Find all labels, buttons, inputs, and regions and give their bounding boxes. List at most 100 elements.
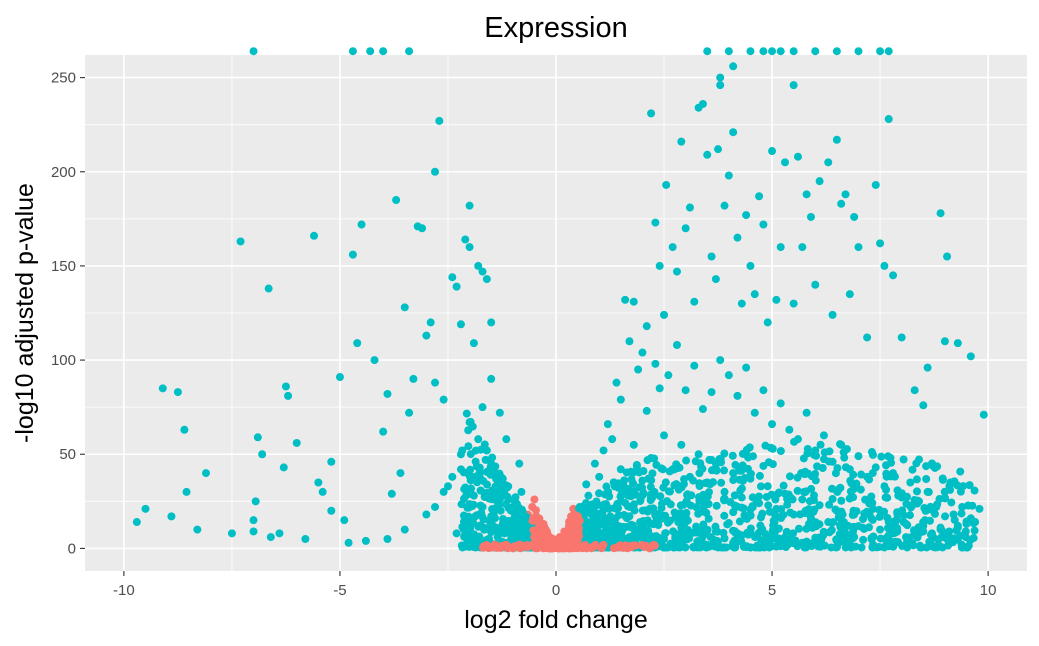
scatter-point xyxy=(494,487,503,496)
scatter-point xyxy=(845,290,854,299)
scatter-point xyxy=(495,542,504,551)
scatter-point xyxy=(314,478,323,487)
scatter-point xyxy=(803,444,812,453)
scatter-point xyxy=(348,47,357,56)
scatter-point xyxy=(357,220,366,229)
scatter-point xyxy=(742,211,751,220)
scatter-point xyxy=(770,509,779,518)
scatter-point xyxy=(666,500,675,509)
scatter-point xyxy=(735,475,744,484)
scatter-point xyxy=(601,514,610,523)
scatter-point xyxy=(671,532,680,541)
scatter-point xyxy=(418,224,427,233)
scatter-point xyxy=(966,536,975,545)
scatter-point xyxy=(841,543,850,552)
scatter-point xyxy=(698,507,707,516)
scatter-point xyxy=(703,150,712,159)
scatter-point xyxy=(698,99,707,108)
scatter-point xyxy=(731,460,740,469)
scatter-point xyxy=(926,530,935,539)
scatter-point xyxy=(909,526,918,535)
scatter-point xyxy=(474,435,483,444)
scatter-point xyxy=(614,483,623,492)
scatter-point xyxy=(692,503,701,512)
scatter-point xyxy=(827,543,836,552)
scatter-point xyxy=(720,511,729,520)
scatter-point xyxy=(344,538,353,547)
scatter-point xyxy=(739,504,748,513)
scatter-point xyxy=(956,531,965,540)
scatter-point xyxy=(521,519,530,528)
scatter-point xyxy=(919,401,928,410)
scatter-point xyxy=(629,297,638,306)
scatter-point xyxy=(836,440,845,449)
scatter-point xyxy=(435,116,444,125)
scatter-point xyxy=(938,475,947,484)
scatter-point xyxy=(811,280,820,289)
scatter-point xyxy=(837,199,846,208)
scatter-point xyxy=(502,435,511,444)
scatter-point xyxy=(561,543,570,552)
scatter-point xyxy=(348,250,357,259)
scatter-point xyxy=(774,524,783,533)
scatter-point xyxy=(249,527,258,536)
scatter-point xyxy=(764,458,773,467)
scatter-point xyxy=(884,452,893,461)
scatter-point xyxy=(965,481,974,490)
scatter-point xyxy=(868,469,877,478)
scatter-point xyxy=(670,465,679,474)
scatter-point xyxy=(816,542,825,551)
scatter-point xyxy=(706,532,715,541)
scatter-point xyxy=(514,511,523,520)
scatter-point xyxy=(683,535,692,544)
scatter-point xyxy=(786,508,795,517)
scatter-point xyxy=(902,492,911,501)
scatter-point xyxy=(880,261,889,270)
scatter-point xyxy=(236,237,245,246)
y-tick-label: 0 xyxy=(68,540,76,557)
scatter-point xyxy=(884,115,893,124)
scatter-point xyxy=(676,501,685,510)
y-tick-label: 50 xyxy=(59,446,76,463)
scatter-point xyxy=(695,479,704,488)
scatter-point xyxy=(616,465,625,474)
scatter-point xyxy=(783,500,792,509)
scatter-point xyxy=(683,490,692,499)
scatter-point xyxy=(776,47,785,56)
scatter-point xyxy=(595,489,604,498)
scatter-point xyxy=(934,535,943,544)
scatter-point xyxy=(764,501,773,510)
x-axis-ticks: -10 -5 0 5 10 xyxy=(113,571,996,599)
scatter-point xyxy=(763,482,772,491)
scatter-point xyxy=(596,529,605,538)
scatter-point xyxy=(638,348,647,357)
scatter-point xyxy=(720,466,729,475)
scatter-point xyxy=(495,524,504,533)
scatter-point xyxy=(681,511,690,520)
scatter-point xyxy=(141,504,150,513)
scatter-point xyxy=(604,504,613,513)
scatter-point xyxy=(884,47,893,56)
scatter-point xyxy=(700,529,709,538)
scatter-point xyxy=(924,488,933,497)
scatter-point xyxy=(810,505,819,514)
scatter-point xyxy=(495,408,504,417)
scatter-point xyxy=(806,511,815,520)
scatter-point xyxy=(685,203,694,212)
scatter-point xyxy=(906,478,915,487)
scatter-point xyxy=(906,503,915,512)
scatter-point xyxy=(431,167,440,176)
scatter-point xyxy=(569,504,578,513)
scatter-point xyxy=(802,190,811,199)
scatter-point xyxy=(251,497,260,506)
scatter-point xyxy=(281,382,290,391)
scatter-point xyxy=(876,239,885,248)
scatter-point xyxy=(621,498,630,507)
scatter-point xyxy=(501,481,510,490)
scatter-point xyxy=(249,516,258,525)
scatter-point xyxy=(570,518,579,527)
scatter-point xyxy=(335,373,344,382)
scatter-point xyxy=(452,282,461,291)
scatter-point xyxy=(576,504,585,513)
scatter-point xyxy=(639,467,648,476)
